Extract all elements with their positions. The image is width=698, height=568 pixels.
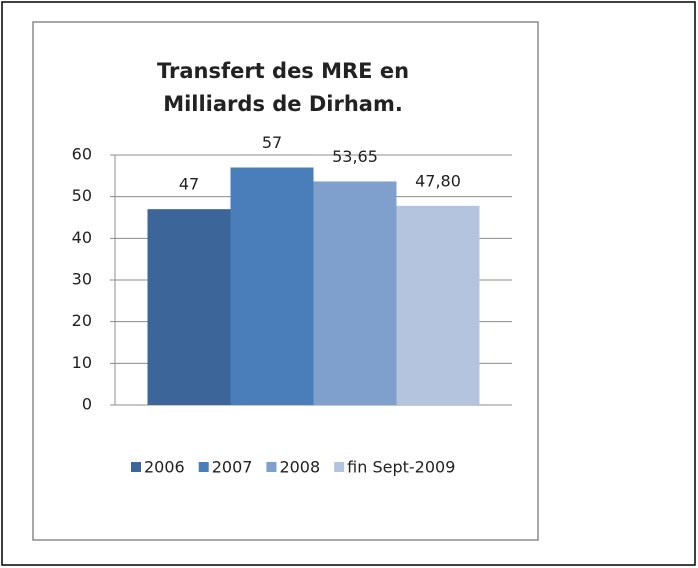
- value-label: 53,65: [332, 147, 378, 166]
- y-tick-label: 30: [72, 270, 92, 289]
- y-tick-label: 60: [72, 145, 92, 164]
- legend-label: 2007: [212, 458, 253, 477]
- y-tick-label: 10: [72, 353, 92, 372]
- bar: [230, 167, 314, 405]
- legend-swatch: [334, 462, 345, 472]
- chart-title: Milliards de Dirham.: [163, 92, 403, 116]
- bar: [313, 181, 397, 405]
- chart-title: Transfert des MRE en: [157, 59, 409, 83]
- bar: [147, 209, 231, 405]
- legend-swatch: [131, 462, 141, 472]
- y-tick-label: 40: [72, 228, 92, 247]
- chart-frame: [32, 21, 539, 541]
- y-tick-label: 50: [72, 186, 92, 205]
- legend-label: 2006: [144, 458, 185, 477]
- legend-swatch: [198, 462, 209, 472]
- y-tick-label: 20: [72, 311, 92, 330]
- legend-label: fin Sept-2009: [347, 458, 455, 477]
- y-tick-label: 0: [82, 395, 92, 414]
- legend-label: 2008: [279, 458, 320, 477]
- value-label: 57: [262, 133, 282, 152]
- bar: [396, 205, 480, 405]
- value-label: 47: [179, 175, 199, 194]
- value-label: 47,80: [415, 171, 461, 190]
- legend-swatch: [266, 462, 277, 472]
